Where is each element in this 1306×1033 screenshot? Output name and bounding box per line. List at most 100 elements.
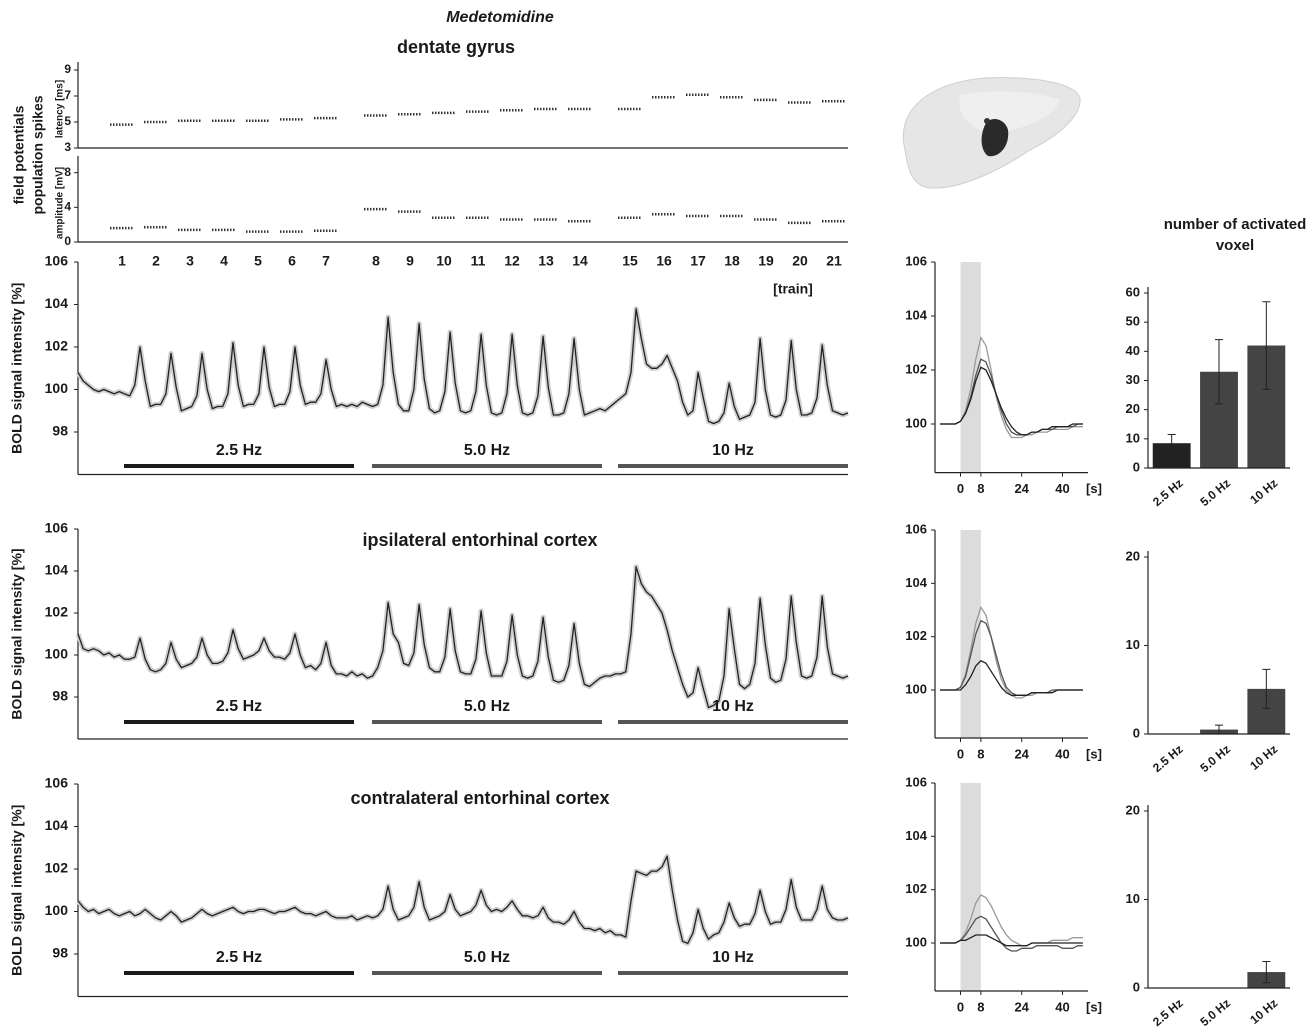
figure-title: Medetomidine <box>446 9 554 26</box>
y-tick-label: 104 <box>45 817 69 833</box>
x-tick-label: 0 <box>957 746 964 761</box>
y-tick-label: 0 <box>1133 459 1140 474</box>
x-tick-label: 13 <box>538 253 554 269</box>
x-tick-label: 2.5 Hz <box>1150 742 1186 775</box>
x-tick-label: 0 <box>957 999 964 1014</box>
x-tick-label: 11 <box>471 253 486 269</box>
y-tick-label: 7 <box>64 88 71 102</box>
x-tick-label: 7 <box>322 253 330 269</box>
x-tick-label: 2.5 Hz <box>1150 996 1186 1029</box>
y-tick-label: 8 <box>64 165 71 179</box>
side-label: field potentials <box>11 105 27 204</box>
x-tick-label: 8 <box>372 253 380 269</box>
x-tick-label: 2 <box>152 253 160 269</box>
panel-title: contralateral entorhinal cortex <box>350 788 609 808</box>
x-tick-label: 17 <box>690 253 706 269</box>
x-tick-label: 8 <box>977 481 984 496</box>
y-tick-label: 9 <box>64 62 71 76</box>
stimulus-shade <box>960 783 981 991</box>
x-axis-label: [s] <box>1086 746 1102 761</box>
y-tick-label: 102 <box>45 338 69 354</box>
x-tick-label: 20 <box>792 253 808 269</box>
y-axis-label: BOLD signal intensity [%] <box>9 548 25 719</box>
sem-band <box>76 853 849 946</box>
x-tick-label: 10 Hz <box>1247 742 1280 773</box>
y-tick-label: 4 <box>64 200 71 214</box>
error-bar <box>1167 433 1176 453</box>
x-tick-label: 40 <box>1055 999 1069 1014</box>
response-line <box>940 335 1083 439</box>
x-tick-label: 8 <box>977 999 984 1014</box>
stimulus-label: 2.5 Hz <box>216 698 262 715</box>
x-tick-label: 40 <box>1055 481 1069 496</box>
y-tick-label: 0 <box>64 234 71 248</box>
y-tick-label: 3 <box>64 140 71 154</box>
x-tick-label: 1 <box>118 253 126 269</box>
y-tick-label: 20 <box>1126 802 1140 817</box>
stimulus-label: 10 Hz <box>712 949 754 966</box>
x-tick-label: 19 <box>758 253 774 269</box>
y-tick-label: 5 <box>64 114 71 128</box>
response-line <box>940 934 1083 947</box>
y-tick-label: 104 <box>905 828 927 843</box>
y-tick-label: 100 <box>905 934 927 949</box>
x-tick-label: 16 <box>656 253 672 269</box>
x-axis-label: [train] <box>773 281 813 297</box>
y-tick-label: 10 <box>1126 891 1140 906</box>
side-label: population spikes <box>30 95 46 214</box>
x-tick-label: 9 <box>406 253 414 269</box>
panel-title: ipsilateral entorhinal cortex <box>362 530 597 550</box>
x-tick-label: 12 <box>504 253 520 269</box>
y-axis-label: BOLD signal intensity [%] <box>9 283 25 454</box>
x-tick-label: 21 <box>826 253 842 269</box>
y-tick-label: 98 <box>52 945 68 961</box>
region-title: dentate gyrus <box>397 37 515 57</box>
stimulus-label: 10 Hz <box>712 442 754 459</box>
error-bar <box>1262 668 1271 709</box>
y-tick-label: 0 <box>1133 725 1140 740</box>
x-tick-label: 14 <box>572 253 588 269</box>
stimulus-shade <box>960 530 981 738</box>
y-tick-label: 98 <box>52 423 68 439</box>
stimulus-label: 5.0 Hz <box>464 698 510 715</box>
x-axis-label: [s] <box>1086 481 1102 496</box>
bold-trace <box>77 308 849 425</box>
response-line <box>940 894 1083 947</box>
error-bar <box>1215 339 1223 405</box>
y-tick-label: 30 <box>1126 372 1140 387</box>
y-tick-label: 106 <box>905 774 927 789</box>
bold-trace <box>77 855 849 945</box>
y-tick-label: 106 <box>45 520 69 536</box>
y-axis-label: amplitude [mV] <box>55 167 66 239</box>
y-tick-label: 100 <box>905 681 927 696</box>
y-axis-label: latency [ms] <box>55 80 66 138</box>
bold-trace <box>77 566 849 709</box>
x-tick-label: 10 <box>436 253 452 269</box>
y-tick-label: 104 <box>905 575 927 590</box>
y-tick-label: 104 <box>45 562 69 578</box>
error-bar <box>1262 960 1271 984</box>
y-tick-label: 106 <box>905 253 927 268</box>
y-tick-label: 102 <box>905 628 927 643</box>
y-tick-label: 40 <box>1126 343 1140 358</box>
x-tick-label: 5.0 Hz <box>1197 476 1233 509</box>
stimulus-label: 2.5 Hz <box>216 442 262 459</box>
x-tick-label: 6 <box>288 253 296 269</box>
response-line <box>940 659 1083 696</box>
y-tick-label: 106 <box>45 775 69 791</box>
stimulus-shade <box>960 262 981 473</box>
y-tick-label: 100 <box>45 902 69 918</box>
y-tick-label: 10 <box>1126 430 1140 445</box>
y-tick-label: 60 <box>1126 284 1140 299</box>
y-tick-label: 100 <box>905 415 927 430</box>
stimulus-label: 2.5 Hz <box>216 949 262 966</box>
y-tick-label: 10 <box>1126 637 1140 652</box>
x-axis-label: [s] <box>1086 999 1102 1014</box>
y-tick-label: 104 <box>905 307 927 322</box>
x-tick-label: 5.0 Hz <box>1197 742 1233 775</box>
x-tick-label: 4 <box>220 253 228 269</box>
y-tick-label: 100 <box>45 380 69 396</box>
y-tick-label: 20 <box>1126 401 1140 416</box>
